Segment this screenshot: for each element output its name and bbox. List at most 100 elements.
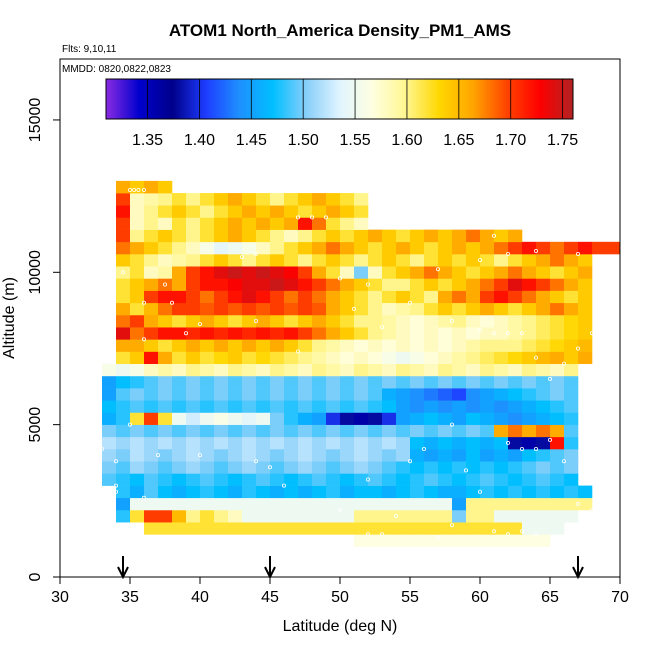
heatmap-cell [452, 290, 467, 304]
heatmap-cell [242, 241, 257, 255]
heatmap-cell [508, 509, 523, 523]
heatmap-cell [298, 290, 313, 304]
heatmap-cell [438, 339, 453, 352]
heatmap-cell [102, 436, 117, 450]
heatmap-cell [410, 436, 425, 450]
heatmap-cell [256, 339, 271, 352]
heatmap-cell [130, 388, 145, 401]
heatmap-cell [116, 217, 131, 230]
heatmap-cell [214, 509, 229, 523]
heatmap-cell [242, 266, 257, 279]
heatmap-cell [214, 302, 229, 316]
heatmap-cell [550, 314, 565, 328]
heatmap-cell [508, 473, 523, 486]
sample-point [337, 507, 342, 512]
heatmap-cell [578, 266, 593, 279]
heatmap-cell [214, 290, 229, 304]
heatmap-cell [270, 473, 285, 486]
heatmap-cell [466, 509, 481, 523]
heatmap-cell [130, 278, 145, 291]
heatmap-cell [340, 388, 355, 401]
heatmap-cell [368, 449, 383, 462]
heatmap-cell [242, 375, 257, 389]
heatmap-cell [312, 254, 327, 267]
heatmap-cell [494, 534, 509, 547]
heatmap-cell [158, 314, 173, 328]
heatmap-cell [452, 522, 467, 535]
heatmap-cell [172, 522, 187, 535]
heatmap-cell [382, 351, 397, 365]
heatmap-cell [228, 254, 243, 267]
heatmap-cell [102, 400, 117, 413]
heatmap-cell [522, 424, 537, 438]
arrow-icon [572, 556, 584, 580]
heatmap-cell [158, 193, 173, 206]
heatmap-cell [228, 351, 243, 365]
x-tick-label: 55 [401, 589, 419, 606]
heatmap-cell [214, 217, 229, 230]
heatmap-cell [144, 497, 159, 511]
heatmap-cell [396, 436, 411, 450]
sample-point [309, 215, 314, 220]
colorbar-tick-label: 1.40 [184, 132, 215, 149]
heatmap-cell [508, 436, 523, 450]
heatmap-cell [186, 217, 201, 230]
heatmap-cell [228, 485, 243, 499]
x-axis-label: Latitude (deg N) [283, 618, 398, 635]
heatmap-cell [508, 278, 523, 291]
heatmap-cell [564, 351, 579, 365]
heatmap-cell [242, 339, 257, 352]
heatmap-cell [228, 217, 243, 230]
sample-point [100, 446, 105, 451]
heatmap-cell [270, 205, 285, 218]
heatmap-cell [494, 327, 509, 340]
heatmap-cell [494, 314, 509, 328]
heatmap-cell [536, 485, 551, 499]
heatmap-cell [284, 217, 299, 230]
heatmap-cell [158, 327, 173, 340]
heatmap-cell [466, 522, 481, 535]
heatmap-cell [172, 351, 187, 365]
heatmap-cell [158, 522, 173, 535]
heatmap-cell [256, 327, 271, 340]
heatmap-cell [200, 388, 215, 401]
heatmap-cell [270, 193, 285, 206]
heatmap-cell [494, 241, 509, 255]
heatmap-cell [116, 314, 131, 328]
heatmap-cell [466, 388, 481, 401]
heatmap-cell [466, 449, 481, 462]
heatmap-cell [270, 436, 285, 450]
sample-point [505, 440, 510, 445]
heatmap-cell [228, 461, 243, 474]
heatmap-cell [466, 302, 481, 316]
x-tick-label: 40 [191, 589, 209, 606]
heatmap-cell [270, 327, 285, 340]
heatmap-cell [102, 449, 117, 462]
heatmap-cell [424, 412, 439, 425]
heatmap-cell [340, 351, 355, 365]
heatmap-cell [116, 473, 131, 486]
heatmap-cell [494, 485, 509, 499]
heatmap-cell [186, 485, 201, 499]
heatmap-cell [144, 327, 159, 340]
heatmap-cell [466, 339, 481, 352]
heatmap-cell [578, 485, 593, 499]
heatmap-cell [298, 497, 313, 511]
heatmap-cell [466, 497, 481, 511]
heatmap-cell [466, 266, 481, 279]
heatmap-cell [144, 363, 159, 377]
heatmap-cell [298, 436, 313, 450]
heatmap-cell [284, 424, 299, 438]
heatmap-cell [410, 509, 425, 523]
heatmap-cell [466, 351, 481, 365]
heatmap-cell [354, 266, 369, 279]
heatmap-cell [116, 375, 131, 389]
heatmap-cell [550, 449, 565, 462]
heatmap-cell [340, 509, 355, 523]
heatmap-cell [130, 461, 145, 474]
heatmap-cell [284, 290, 299, 304]
heatmap-cell [382, 266, 397, 279]
heatmap-cell [186, 229, 201, 243]
heatmap-cell [270, 314, 285, 328]
